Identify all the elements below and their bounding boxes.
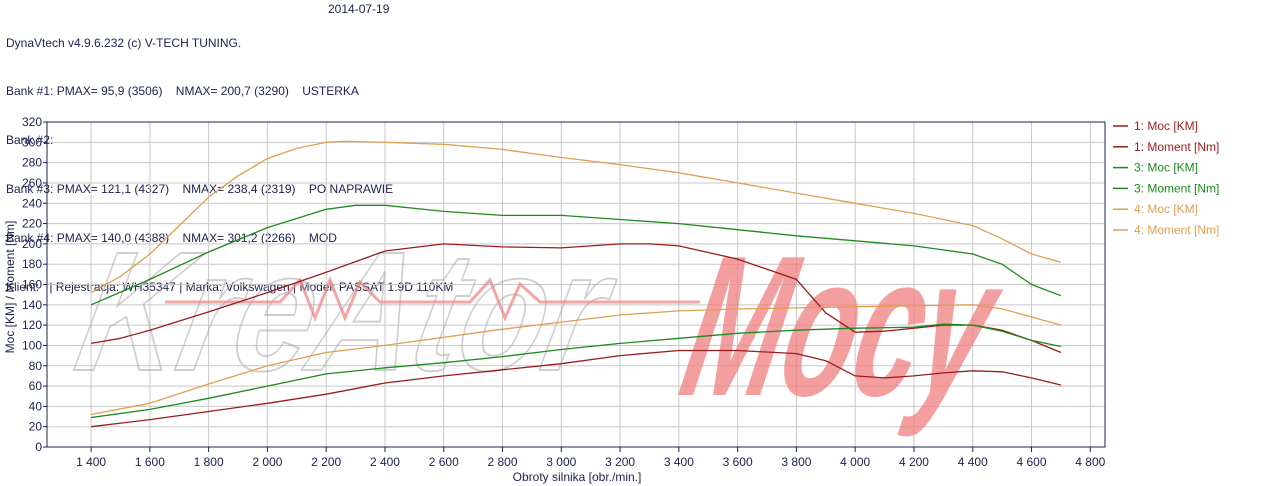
legend-label-5: 4: Moc [KM]: [1134, 202, 1198, 216]
y-tick-label-1: 20: [29, 420, 43, 434]
series-line-4: [90, 204, 1062, 306]
y-tick-label-13: 260: [22, 176, 42, 190]
client-line: Klient: | Rejestracja: WH35347 | Marka: …: [6, 280, 454, 295]
watermark-pulse-line: [165, 275, 700, 323]
y-tick-label-10: 200: [22, 237, 42, 251]
y-axis-label: Moc [KM] / Moment [Nm]: [3, 221, 17, 354]
series-line-3: [91, 323, 1062, 419]
bank-2-line: Bank #2:: [6, 132, 453, 148]
app-title: DynaVtech v4.9.6.232 (c) V-TECH TUNING.: [6, 35, 242, 50]
legend-label-6: 4: Moment [Nm]: [1134, 223, 1219, 237]
legend-label-1: 1: Moc [KM]: [1134, 119, 1198, 133]
x-tick-label-12: 3 800: [781, 455, 811, 469]
bank-1-line: Bank #1: PMAX= 95,9 (3506) NMAX= 200,7 (…: [6, 83, 453, 99]
bank-1-nmax: NMAX= 200,7 (3290): [175, 84, 289, 99]
legend-label-2: 1: Moment [Nm]: [1134, 140, 1219, 154]
x-tick-label-17: 4 800: [1075, 455, 1105, 469]
series-line-5: [90, 304, 1062, 416]
bank-4-label: Bank #4:: [6, 231, 54, 246]
x-tick-label-7: 2 800: [488, 455, 518, 469]
x-tick-label-15: 4 400: [958, 455, 988, 469]
chart-series: [90, 140, 1062, 428]
watermark-mocy: Mocy: [667, 214, 1019, 437]
bank-4-pmax: PMAX= 140,0 (4388): [56, 231, 170, 246]
y-tick-label-8: 160: [22, 278, 42, 292]
y-tick-label-12: 240: [22, 196, 42, 210]
x-tick-label-3: 2 000: [252, 455, 282, 469]
y-tick-label-7: 140: [22, 298, 42, 312]
y-tick-label-9: 180: [22, 257, 42, 271]
x-tick-label-8: 3 000: [546, 455, 576, 469]
bank-3-pmax: PMAX= 121,1 (4327): [56, 182, 170, 197]
header-info: DynaVtech v4.9.6.232 (c) V-TECH TUNING. …: [6, 2, 453, 312]
x-tick-label-10: 3 400: [664, 455, 694, 469]
y-tick-label-16: 320: [22, 115, 42, 129]
report-date: 2014-07-19: [328, 2, 390, 16]
x-tick-label-14: 4 200: [899, 455, 929, 469]
bank-1-pmax: PMAX= 95,9 (3506): [56, 84, 163, 99]
x-tick-label-13: 4 000: [840, 455, 870, 469]
x-tick-label-5: 2 400: [370, 455, 400, 469]
y-tick-label-15: 300: [22, 135, 42, 149]
y-tick-label-3: 60: [29, 379, 43, 393]
y-tick-label-11: 220: [22, 217, 42, 231]
y-tick-label-4: 80: [29, 359, 43, 373]
y-tick-label-2: 40: [29, 399, 43, 413]
x-axis-label: Obroty silnika [obr./min.]: [513, 470, 642, 484]
chart-legend: 1: Moc [KM] 1: Moment [Nm] 3: Moc [KM] 3: M…: [1113, 119, 1219, 237]
chart-ticks: 1 400 1 600 1 800 2 000 2 200 2 400 2 600 2 800…: [22, 115, 1106, 469]
x-tick-label-6: 2 600: [429, 455, 459, 469]
x-tick-label-16: 4 600: [1017, 455, 1047, 469]
y-tick-label-6: 120: [22, 318, 42, 332]
bank-3-label: Bank #3:: [6, 182, 54, 197]
y-tick-label-14: 280: [22, 156, 42, 170]
bank-3-note: PO NAPRAWIE: [308, 182, 394, 197]
x-tick-label-1: 1 600: [135, 455, 165, 469]
legend-label-4: 3: Moment [Nm]: [1134, 181, 1219, 195]
series-line-6: [90, 140, 1062, 294]
y-tick-label-5: 100: [22, 338, 42, 352]
x-tick-label-2: 1 800: [194, 455, 224, 469]
bank-1-note: USTERKA: [302, 84, 359, 99]
x-tick-label-11: 3 600: [723, 455, 753, 469]
bank-2-label: Bank #2:: [6, 133, 54, 148]
x-tick-label-4: 2 200: [311, 455, 341, 469]
bank-4-note: MOD: [308, 231, 337, 246]
x-tick-label-9: 3 200: [605, 455, 635, 469]
series-line-1: [91, 349, 1062, 428]
legend-label-3: 3: Moc [KM]: [1134, 161, 1198, 175]
series-line-2: [90, 243, 1062, 354]
y-tick-label-0: 0: [35, 440, 42, 454]
x-tick-label-0: 1 400: [76, 455, 106, 469]
bank-1-label: Bank #1:: [6, 84, 54, 99]
